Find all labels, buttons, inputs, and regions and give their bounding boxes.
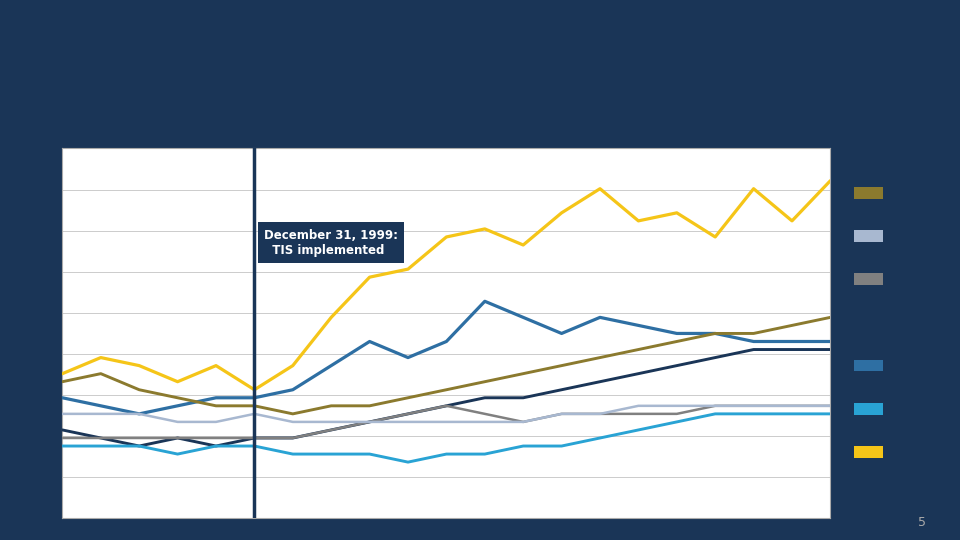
Text: LENGTH OF STAY: LENGTH OF STAY bbox=[388, 101, 572, 119]
Text: 5: 5 bbox=[919, 516, 926, 529]
Text: LONG AND INCREASING AVERAGE PAROLE: LONG AND INCREASING AVERAGE PAROLE bbox=[253, 49, 707, 66]
Text: December 31, 1999:
  TIS implemented: December 31, 1999: TIS implemented bbox=[264, 229, 398, 257]
